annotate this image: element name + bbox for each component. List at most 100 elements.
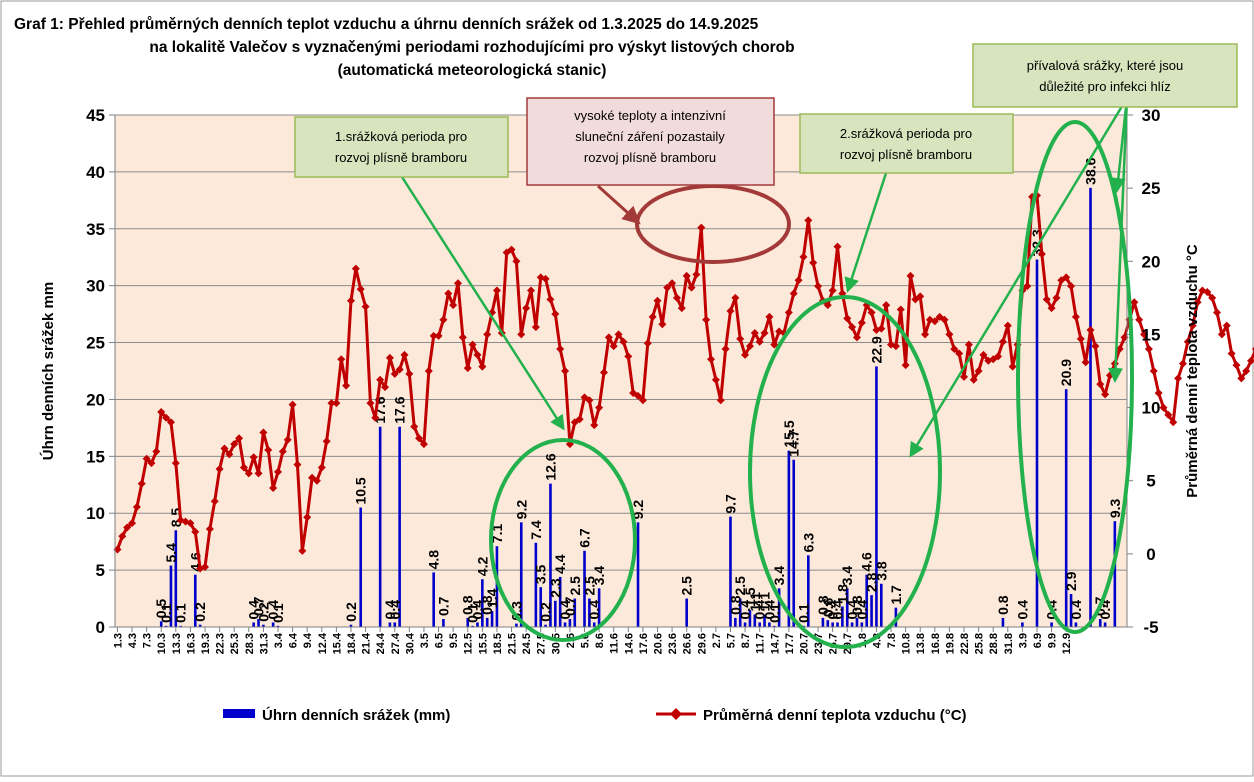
x-tick-label: 3.4 <box>273 632 285 648</box>
period1-arrow <box>400 176 565 431</box>
temperature-point <box>1193 298 1202 307</box>
temperature-point <box>152 447 161 456</box>
temperature-point <box>415 434 424 443</box>
y-left-tick-label: 10 <box>86 504 105 523</box>
precip-bar-label: 38.6 <box>1083 157 1099 184</box>
precip-bar-label: 0.2 <box>192 602 208 622</box>
temperature-point <box>410 422 419 431</box>
temperature-point <box>921 330 930 339</box>
x-tick-label: 21.4 <box>361 632 373 654</box>
temperature-point <box>551 309 560 318</box>
temperature-point <box>687 283 696 292</box>
temperature-point <box>215 465 224 474</box>
precip-bar-label: 0.8 <box>995 595 1011 615</box>
precip-bar-label: 2.5 <box>732 576 748 596</box>
temperature-point <box>1091 342 1100 351</box>
temperature-point <box>492 286 501 295</box>
x-tick-label: 9.9 <box>1047 633 1059 648</box>
precip-bar <box>1069 594 1073 627</box>
temperature-point <box>906 271 915 280</box>
x-tick-label: 14.7 <box>769 633 781 654</box>
temperature-point <box>1115 345 1124 354</box>
precip-bar-label: 0.4 <box>246 600 262 620</box>
temperature-point <box>429 331 438 340</box>
temperature-point <box>390 369 399 378</box>
temperature-point <box>327 399 336 408</box>
precip-bar <box>1021 622 1024 627</box>
temperature-point <box>609 342 618 351</box>
y-right-tick-label: 20 <box>1142 252 1161 271</box>
precip-bar <box>763 614 766 627</box>
precip-bar <box>558 576 562 627</box>
period2-ellipse <box>748 295 942 649</box>
temperature-point <box>1008 362 1017 371</box>
y-right-axis-title: Průměrná denní teplota vzduchu °C <box>1184 244 1201 498</box>
temperature-point <box>896 305 905 314</box>
precip-bar <box>787 450 791 627</box>
temperature-point <box>638 396 647 405</box>
x-tick-label: 24.4 <box>375 632 387 654</box>
temperature-point <box>1232 361 1241 370</box>
precip-bar <box>855 617 859 627</box>
y-right-tick-label: 0 <box>1146 545 1155 564</box>
plot-area <box>115 115 1127 627</box>
temperature-point <box>1037 249 1046 258</box>
precip-bar <box>865 574 869 627</box>
annotation-heat-line-3: rozvoj plísně bramboru <box>584 150 716 165</box>
precip-bar <box>860 622 864 627</box>
temperature-point <box>590 421 599 430</box>
x-tick-label: 15.4 <box>331 632 343 654</box>
temperature-point <box>381 383 390 392</box>
precip-bar <box>388 622 392 627</box>
y-left-tick-label: 40 <box>86 163 105 182</box>
annotation-storm: přívalová srážky, které jsou důležité pr… <box>972 43 1238 108</box>
precip-bar <box>1035 259 1039 627</box>
precip-bar-label: 1.1 <box>757 592 773 612</box>
legend-line-label: Průměrná denní teplota vzduchu (°C) <box>703 707 967 724</box>
temperature-point <box>770 340 779 349</box>
precip-bar-label: 0.4 <box>387 600 403 620</box>
precip-bar <box>738 598 742 627</box>
y-left-tick-label: 20 <box>86 390 105 409</box>
temperature-point <box>643 339 652 348</box>
precip-bar <box>743 622 747 627</box>
precip-bar-label: 0.4 <box>752 600 768 620</box>
x-tick-label: 18.5 <box>492 633 504 654</box>
temperature-point <box>833 242 842 251</box>
precip-bar-label: 9.3 <box>1107 499 1123 519</box>
temperature-point <box>964 340 973 349</box>
x-tick-label: 9.4 <box>302 632 314 648</box>
x-tick-label: 28.8 <box>988 633 1000 654</box>
precip-bar <box>563 622 567 627</box>
x-tick-label: 3.9 <box>1017 633 1029 648</box>
x-tick-label: 6.9 <box>1032 633 1044 648</box>
annotation-storm-line-1: přívalová srážky, které jsou <box>1027 58 1184 73</box>
temperature-point <box>385 353 394 362</box>
temperature-point <box>522 304 531 313</box>
precip-bar <box>841 606 844 627</box>
temperature-point <box>1247 356 1254 365</box>
temperature-point <box>998 337 1007 346</box>
temperature-point <box>468 340 477 349</box>
precip-bar-label: 0.1 <box>270 603 286 623</box>
temperature-point <box>162 413 171 422</box>
temperature-point <box>1144 345 1153 354</box>
x-tick-label: 17.7 <box>784 633 796 654</box>
x-tick-label: 2.7 <box>711 633 723 648</box>
x-tick-label: 4.3 <box>127 633 139 648</box>
legend: Úhrn denních srážek (mm) Průměrná denní … <box>223 706 967 724</box>
precip-bar-label: 0.3 <box>508 601 524 621</box>
temperature-point <box>1071 312 1080 321</box>
precip-bar-label: 1.4 <box>484 588 500 608</box>
precip-bar <box>1103 622 1107 627</box>
temperature-point <box>132 503 141 512</box>
x-tick-label: 5.7 <box>725 633 737 648</box>
precip-bar <box>169 565 173 627</box>
annotation-period2-line-2: rozvoj plísně bramboru <box>840 147 972 162</box>
precip-bar <box>198 624 202 627</box>
precip-bar-label: 6.7 <box>577 528 593 548</box>
temperature-point <box>400 350 409 359</box>
precip-bar-label: 0.4 <box>1068 600 1084 620</box>
temperature-point <box>682 271 691 280</box>
temperature-point <box>823 301 832 310</box>
